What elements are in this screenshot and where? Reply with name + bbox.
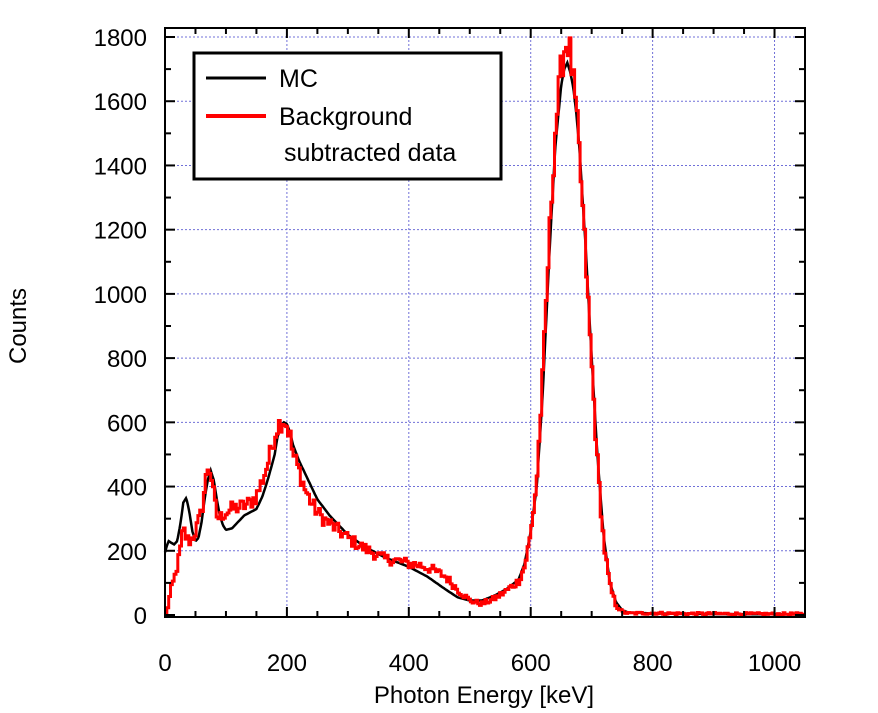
x-tick-label: 1000 [748,650,801,677]
y-tick-label: 400 [107,475,147,502]
x-tick-label: 400 [389,650,429,677]
y-tick-label: 1600 [94,89,147,116]
y-tick-label: 800 [107,346,147,373]
legend-label-background: Background [279,103,412,131]
y-tick-label: 1400 [94,153,147,180]
y-tick-label: 1800 [94,25,147,52]
y-tick-label: 1000 [94,282,147,309]
y-tick-label: 1200 [94,218,147,245]
legend-label-mc: MC [279,65,318,93]
x-tick-label: 0 [158,650,171,677]
y-tick-labels: 0 200 400 600 800 1000 1200 1400 1600 1800 [94,25,147,630]
x-tick-labels: 0 200 400 600 800 1000 [158,650,801,677]
y-tick-label: 200 [107,539,147,566]
plot-frame [164,27,806,618]
series-background-subtracted-line [165,36,805,617]
ticks [164,28,806,617]
y-axis-title: Counts [5,288,32,364]
x-tick-label: 200 [267,650,307,677]
y-tick-label: 600 [107,410,147,437]
series-layer [163,36,805,617]
y-tick-label: 0 [134,603,147,630]
legend-label-background-line2: subtracted data [284,139,456,167]
x-axis-title: Photon Energy [keV] [374,682,594,709]
x-tick-label: 600 [511,650,551,677]
x-tick-label: 800 [633,650,673,677]
legend: MC Background subtracted data [192,51,503,181]
